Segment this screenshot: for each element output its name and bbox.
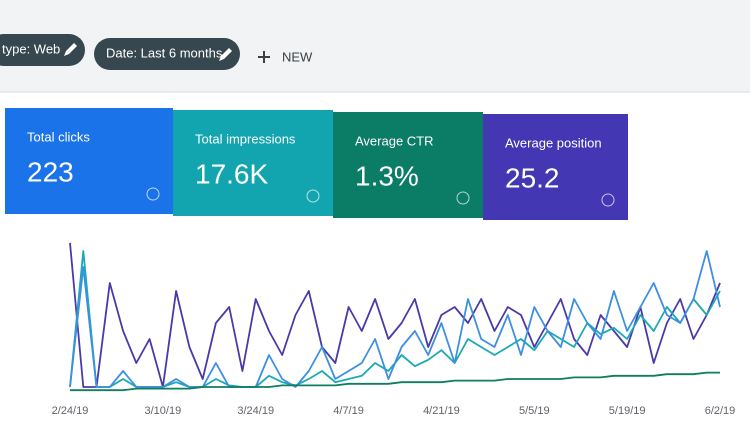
metric-value: 17.6K: [195, 158, 268, 189]
metric-card: [5, 108, 173, 214]
x-tick-label: 5/5/19: [519, 405, 550, 417]
filter-chip[interactable]: type: Web: [0, 34, 85, 66]
metric-cards: Total clicks 223 Total impressions 17.6K Ave…: [5, 108, 628, 220]
metric-label: Average CTR: [355, 133, 434, 148]
metric-label: Average position: [505, 135, 602, 150]
x-tick-label: 5/19/19: [609, 405, 646, 417]
series-line: [69, 250, 721, 388]
x-tick-label: 6/2/19: [705, 405, 736, 417]
metric-card: [483, 114, 628, 220]
chip-label: Date: Last 6 months: [106, 45, 223, 60]
metric-card: [173, 110, 333, 216]
metric-label: Total clicks: [27, 129, 90, 144]
performance-chart: 2/24/19 3/10/19 3/24/19 4/7/19 4/21/19 5/5/19…: [52, 242, 736, 417]
series-line: [70, 371, 720, 392]
metric-label: Total impressions: [195, 131, 296, 146]
help-icon: [601, 193, 615, 207]
filter-chip[interactable]: Date: Last 6 months: [94, 38, 240, 70]
x-tick-label: 2/24/19: [52, 405, 89, 417]
new-button[interactable]: NEW: [258, 49, 313, 64]
help-icon: [146, 187, 160, 201]
help-icon: [306, 189, 320, 203]
x-tick-label: 4/7/19: [333, 405, 364, 417]
metric-value: 25.2: [505, 162, 560, 193]
x-tick-label: 3/24/19: [237, 405, 274, 417]
x-tick-label: 4/21/19: [423, 405, 460, 417]
chip-label: type: Web: [2, 41, 60, 56]
help-icon: [456, 191, 470, 205]
new-label: NEW: [282, 49, 313, 64]
metric-value: 223: [27, 156, 74, 187]
x-tick-label: 3/10/19: [145, 405, 182, 417]
metric-value: 1.3%: [355, 160, 419, 191]
